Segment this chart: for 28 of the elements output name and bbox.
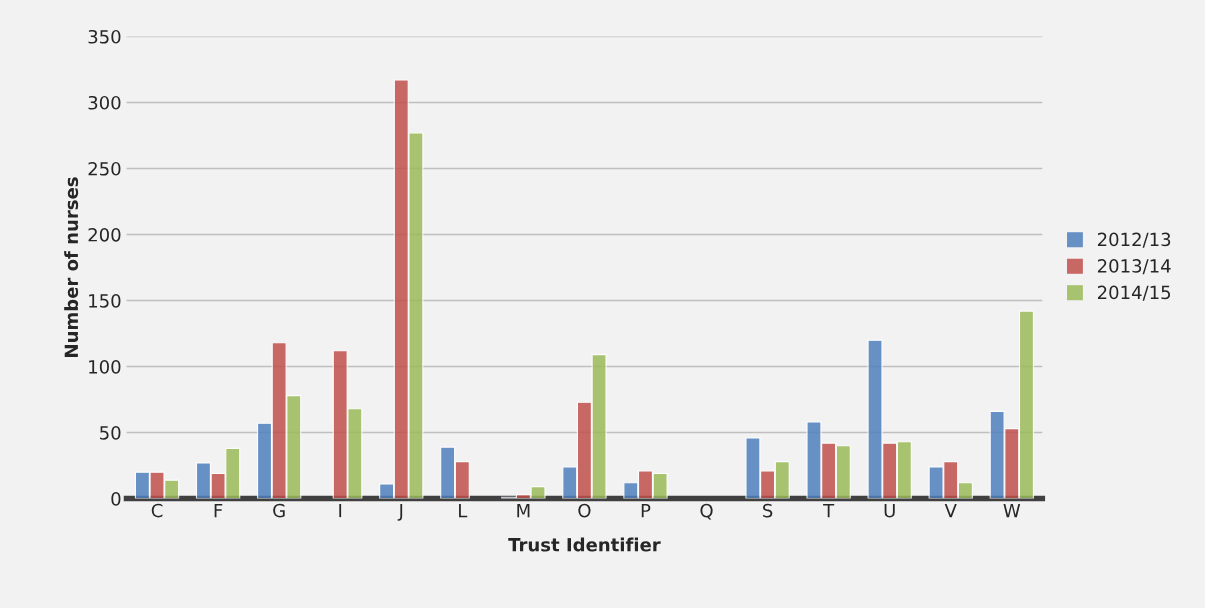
legend-label: 2012/13 — [1097, 232, 1171, 248]
x-tick-label: T — [823, 503, 835, 518]
y-tick-label: 0 — [111, 492, 121, 506]
x-tick-label: J — [397, 503, 403, 521]
y-axis-title: Number of nurses — [64, 177, 79, 357]
x-tick-label: P — [641, 503, 651, 518]
x-tick-label: L — [459, 503, 468, 518]
x-tick-label: F — [214, 503, 223, 518]
x-tick-label: G — [273, 503, 285, 518]
x-tick-label: O — [578, 503, 591, 518]
y-tick-label: 300 — [88, 95, 121, 110]
y-tick-label: 250 — [88, 161, 121, 176]
y-tick-label: 150 — [89, 293, 121, 308]
x-tick-label: Q — [700, 503, 713, 520]
y-tick-label: 50 — [100, 426, 121, 440]
legend-label: 2014/15 — [1097, 285, 1171, 301]
y-tick-label: 350 — [88, 29, 121, 44]
legend-label: 2013/14 — [1097, 259, 1171, 275]
x-tick-label: I — [339, 503, 342, 518]
x-tick-label: U — [884, 503, 895, 518]
x-tick-label: C — [151, 503, 163, 518]
x-tick-label: V — [944, 503, 957, 518]
x-tick-label: M — [517, 503, 530, 518]
x-tick-label: W — [1003, 503, 1021, 518]
x-tick-label: S — [763, 503, 773, 518]
x-axis-title: Trust Identifier — [508, 537, 661, 552]
y-tick-label: 100 — [89, 360, 121, 374]
y-tick-label: 200 — [88, 227, 121, 242]
